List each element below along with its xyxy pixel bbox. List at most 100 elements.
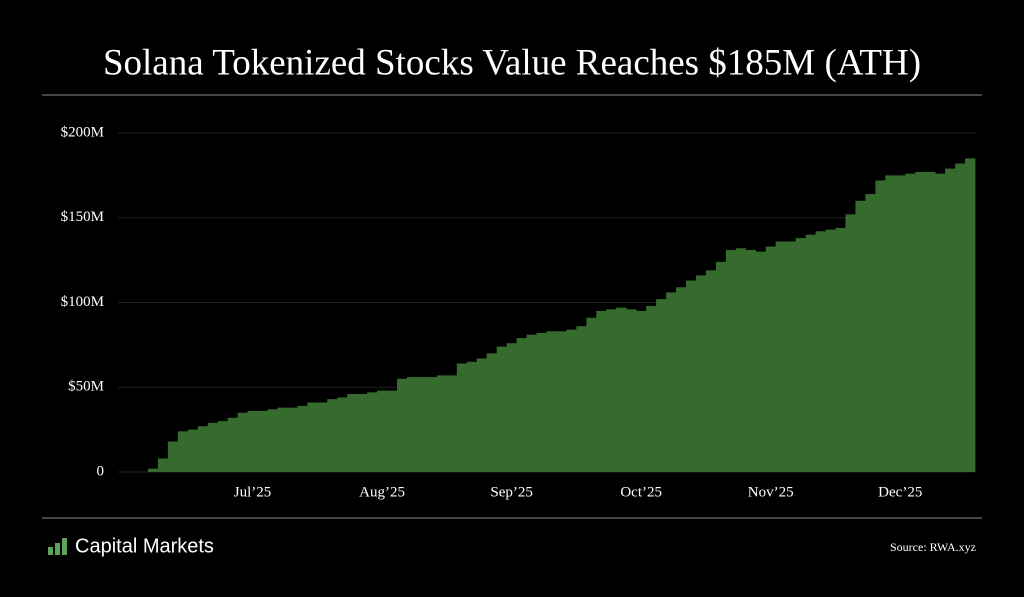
bar (815, 231, 826, 472)
bar (207, 422, 219, 472)
x-tick-label: Aug’25 (359, 484, 405, 500)
bar (895, 175, 906, 472)
bar (576, 326, 587, 472)
bar (646, 305, 657, 472)
bar (556, 331, 567, 472)
bar (177, 431, 189, 472)
bar (287, 407, 298, 472)
bar (416, 377, 428, 472)
bar (805, 234, 816, 472)
bar (506, 343, 518, 472)
bar (875, 180, 886, 472)
bar (845, 214, 856, 473)
bar (566, 329, 577, 472)
bar (157, 458, 169, 472)
bar (397, 378, 408, 472)
bar (915, 171, 926, 473)
bar (606, 309, 617, 472)
bar (197, 426, 209, 472)
bar (735, 248, 747, 472)
bar (147, 468, 159, 472)
bar (247, 410, 258, 472)
bar (586, 317, 597, 472)
bar (187, 429, 199, 472)
bar (695, 275, 707, 472)
x-tick-label: Oct’25 (620, 484, 662, 500)
y-tick-label: $50M (68, 379, 104, 395)
bar (237, 412, 248, 472)
bar (377, 390, 388, 472)
labels: 0 $50M $100M $150M $200M Jul’25 Aug’25 Sep’25 Oc… (61, 124, 923, 500)
bar (795, 238, 806, 472)
bar (327, 399, 338, 472)
bar (526, 334, 537, 472)
bar (446, 375, 458, 472)
bar (686, 280, 697, 472)
source: Source: RWA.xyz (890, 540, 976, 554)
bar (725, 249, 737, 472)
bar (227, 417, 238, 472)
bars (147, 158, 976, 473)
bar (925, 171, 936, 473)
bar (406, 377, 418, 472)
bar (456, 363, 468, 472)
bar (885, 175, 896, 472)
bar (436, 375, 448, 472)
bar (277, 407, 288, 472)
bar (905, 173, 916, 472)
bar (636, 310, 647, 472)
bar (297, 405, 308, 472)
bar (666, 292, 677, 472)
bar (357, 394, 368, 472)
bar (945, 168, 956, 472)
bar (217, 421, 229, 472)
bar (955, 163, 966, 472)
x-tick-label: Dec’25 (878, 484, 922, 500)
bar (496, 346, 508, 472)
y-tick-label: $200M (61, 124, 104, 140)
bar (337, 397, 348, 472)
bar (516, 338, 527, 472)
bar (676, 287, 687, 472)
brand-icon (48, 538, 67, 555)
bar (825, 229, 836, 472)
bar (367, 392, 378, 472)
bar (705, 270, 717, 472)
y-tick-label: 0 (97, 463, 105, 479)
bar (656, 299, 667, 472)
bar (596, 310, 607, 472)
brand: Capital Markets (75, 535, 214, 557)
bar (616, 307, 627, 472)
bar (715, 261, 727, 472)
bar (466, 361, 478, 472)
y-tick-label: $150M (61, 209, 104, 225)
x-tick-label: Sep’25 (490, 484, 533, 500)
x-tick-label: Jul’25 (234, 484, 272, 500)
bar (865, 194, 876, 472)
y-tick-label: $100M (61, 294, 104, 310)
bar (755, 251, 767, 472)
bar (626, 309, 637, 472)
chart-title: Solana Tokenized Stocks Value Reaches $1… (103, 42, 921, 83)
bar (267, 409, 278, 472)
bar (307, 402, 318, 472)
bar (426, 377, 438, 472)
bar (935, 173, 946, 472)
bar (486, 353, 498, 472)
bar (855, 200, 866, 473)
bar (965, 158, 976, 473)
bar (785, 241, 797, 472)
bar (775, 241, 787, 472)
bar (546, 331, 557, 472)
bar (347, 394, 358, 472)
bar (835, 227, 846, 472)
bar (745, 249, 757, 472)
bar (317, 402, 328, 472)
bar (167, 441, 179, 472)
bar (387, 390, 398, 472)
bar (257, 410, 268, 472)
x-tick-label: Nov’25 (748, 484, 794, 500)
bar (765, 246, 777, 472)
